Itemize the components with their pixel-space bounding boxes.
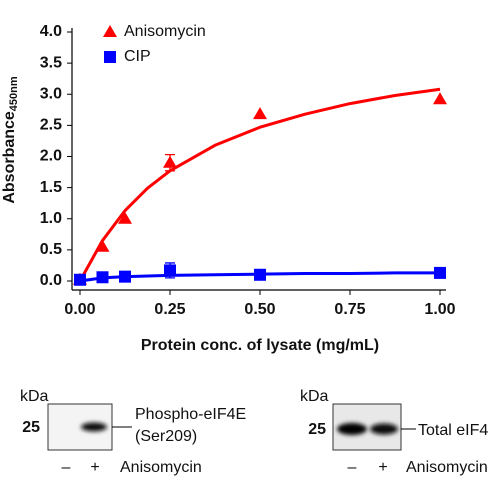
y-tick-label: 2.5 [40, 117, 62, 134]
y-tick-label: 4.0 [40, 23, 62, 40]
lane-label: – [62, 459, 71, 476]
legend-marker [103, 25, 117, 37]
x-tick-label: 0.50 [244, 301, 275, 318]
band [370, 423, 398, 435]
blot-panel: kDa 25 Total eIF4 – + Anisomycin [300, 388, 488, 476]
x-axis-title: Protein conc. of lysate (mg/mL) [141, 337, 379, 354]
y-tick-label: 1.5 [40, 179, 62, 196]
x-tick-label: 0.25 [154, 301, 185, 318]
blot-label: (Ser209) [135, 428, 197, 445]
blot-panel: kDa 25 Phospho-eIF4E (Ser209) – + Anisom… [20, 388, 246, 476]
point [163, 155, 177, 168]
treatment-label: Anisomycin [406, 459, 488, 476]
legend-marker [104, 51, 116, 63]
band [337, 423, 367, 435]
y-tick-label: 2.0 [40, 148, 62, 165]
legend-label: Anisomycin [124, 23, 206, 40]
blot-label: Total eIF4 [418, 422, 488, 439]
point [74, 273, 86, 286]
y-tick-label: 0.0 [40, 272, 62, 289]
kda-label: kDa [300, 388, 329, 405]
legend-label: CIP [124, 48, 151, 65]
point [119, 270, 131, 283]
fit-curve [78, 87, 441, 282]
kda-label: kDa [20, 388, 49, 405]
band [81, 422, 107, 432]
marker-label: 25 [22, 419, 40, 436]
point [434, 266, 446, 279]
x-tick-label: 0.00 [64, 301, 95, 318]
point [95, 239, 110, 252]
y-tick-label: 1.0 [40, 210, 62, 227]
x-tick-label: 1.00 [424, 301, 455, 318]
plot: Protein conc. of lysate (mg/mL) Absorban… [1, 23, 455, 354]
y-axis-title-main: Absorbance [1, 111, 18, 204]
lane-label: – [348, 459, 357, 476]
point [118, 211, 132, 224]
y-tick-label: 3.5 [40, 54, 62, 71]
marker-label: 25 [308, 421, 326, 438]
y-tick-label: 0.5 [40, 241, 62, 258]
point [96, 271, 109, 284]
treatment-label: Anisomycin [120, 459, 202, 476]
lane-label: + [378, 459, 387, 476]
fit-curve [79, 271, 440, 283]
blot-label: Phospho-eIF4E [135, 406, 246, 423]
x-tick-label: 0.75 [334, 301, 365, 318]
y-tick-label: 3.0 [40, 85, 62, 102]
point [164, 264, 176, 277]
point [253, 107, 267, 120]
point [254, 268, 266, 281]
lane-label: + [90, 459, 99, 476]
y-axis-title-sub: 450nm [8, 76, 20, 111]
y-axis-title: Absorbance450nm [1, 76, 20, 204]
point [433, 92, 447, 105]
